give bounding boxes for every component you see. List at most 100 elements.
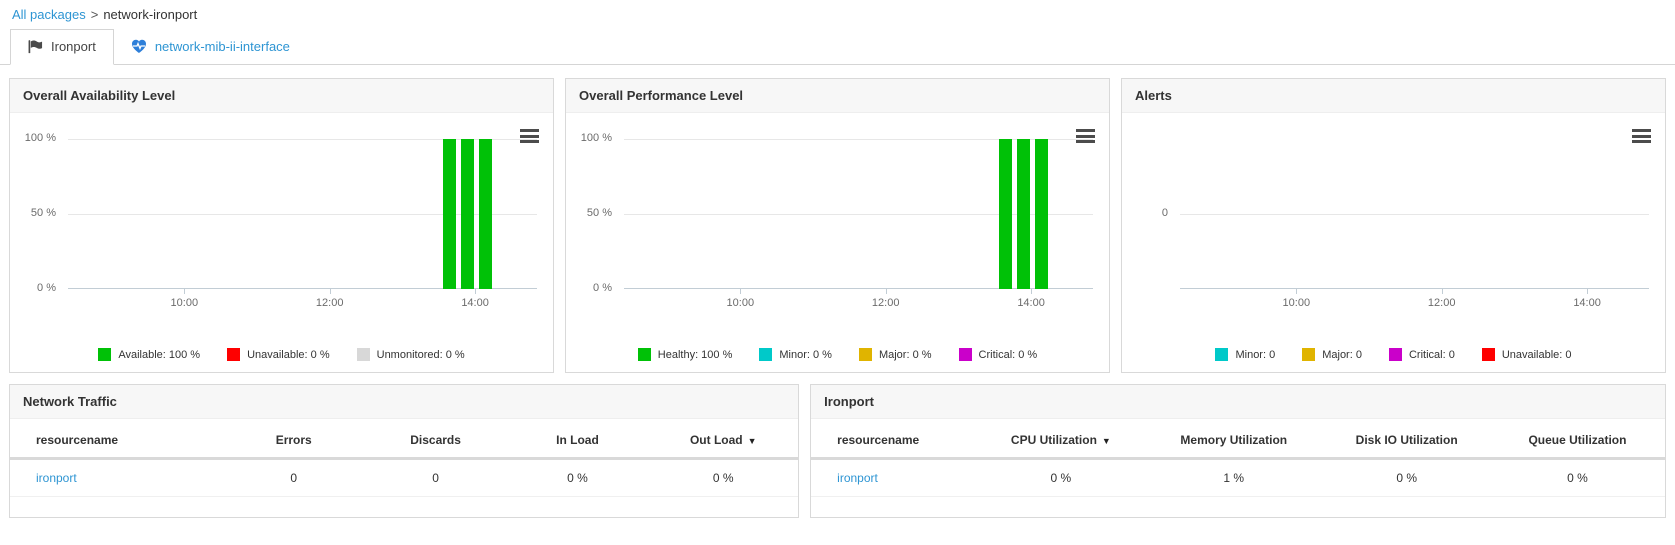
col-header-resourcename[interactable]: resourcename — [10, 419, 223, 460]
cell-cpu-utilization: 0 % — [977, 458, 1145, 497]
gridline — [68, 139, 537, 140]
x-axis-line — [624, 288, 1093, 289]
hamburger-menu-icon[interactable] — [1632, 129, 1651, 146]
x-axis-tick: 12:00 — [871, 297, 900, 309]
legend-item-critical[interactable]: Critical: 0 % — [958, 348, 1038, 361]
chart-bar — [999, 139, 1013, 289]
legend-label: Unavailable: 0 — [1501, 348, 1572, 361]
x-axis-tickmark — [1296, 289, 1298, 294]
x-axis-tickmark — [885, 289, 887, 294]
y-axis-tick: 100 % — [580, 132, 612, 144]
legend-item-healthy[interactable]: Healthy: 100 % — [637, 348, 733, 361]
y-axis-tick: 100 % — [24, 132, 56, 144]
col-header-resourcename[interactable]: resourcename — [811, 419, 978, 460]
legend-swatch — [1302, 348, 1316, 361]
hamburger-menu-icon[interactable] — [1076, 129, 1095, 146]
tab-bar: Ironport network-mib-ii-interface — [0, 28, 1675, 65]
legend-item-minor[interactable]: Minor: 0 % — [759, 348, 832, 361]
x-axis-line — [68, 288, 537, 289]
y-axis-tick: 50 % — [586, 207, 612, 219]
resource-link-ironport[interactable]: ironport — [837, 471, 878, 485]
tab-ironport-label: Ironport — [51, 39, 96, 54]
x-axis-tickmark — [1587, 289, 1589, 294]
cell-out-load: 0 % — [648, 458, 799, 497]
legend-item-unavailable[interactable]: Unavailable: 0 — [1481, 348, 1572, 361]
performance-panel-title: Overall Performance Level — [566, 79, 1109, 113]
gridline — [624, 214, 1093, 215]
tables-row: Network Traffic resourcename Errors Disc… — [9, 384, 1666, 518]
breadcrumb: All packages > network-ironport — [0, 0, 1675, 26]
cell-disk-io-utilization: 0 % — [1323, 458, 1490, 497]
legend-item-minor[interactable]: Minor: 0 — [1215, 348, 1275, 361]
breadcrumb-all-packages-link[interactable]: All packages — [12, 7, 86, 22]
legend-item-major[interactable]: Major: 0 — [1302, 348, 1362, 361]
legend-item-major[interactable]: Major: 0 % — [858, 348, 932, 361]
alerts-legend: Minor: 0 Major: 0 Critical: 0 Unavailabl… — [1122, 348, 1665, 361]
x-axis-tick: 14:00 — [1573, 297, 1601, 309]
table-header-row: resourcename CPU Utilization ▼ Memory Uti… — [811, 419, 1665, 460]
chart-bar — [479, 139, 493, 289]
legend-swatch — [1215, 348, 1229, 361]
y-axis-tick: 0 — [1161, 207, 1168, 219]
tab-interface-label: network-mib-ii-interface — [154, 39, 290, 54]
legend-item-critical[interactable]: Critical: 0 — [1388, 348, 1455, 361]
alerts-chart: 0 10:00 12:00 14:00 Minor: 0 Major: 0 — [1122, 113, 1665, 374]
chart-bar — [1035, 139, 1049, 289]
col-header-errors[interactable]: Errors — [222, 419, 365, 460]
y-axis-tick: 50 % — [30, 207, 56, 219]
col-header-in-load[interactable]: In Load — [506, 419, 649, 460]
x-axis-tickmark — [475, 289, 477, 294]
col-header-discards[interactable]: Discards — [364, 419, 507, 460]
col-header-disk-io-utilization[interactable]: Disk IO Utilization — [1323, 419, 1490, 460]
panel-overall-availability: Overall Availability Level 100 % 50 % 0 … — [9, 78, 554, 373]
flag-icon — [28, 39, 43, 54]
legend-swatch — [1388, 348, 1402, 361]
x-axis-tickmark — [740, 289, 742, 294]
col-header-cpu-utilization[interactable]: CPU Utilization ▼ — [977, 419, 1145, 460]
availability-legend: Available: 100 % Unavailable: 0 % Unmoni… — [10, 348, 553, 361]
panel-alerts: Alerts 0 10:00 12:00 14:00 Minor: 0 — [1121, 78, 1666, 373]
breadcrumb-current: network-ironport — [103, 7, 198, 22]
performance-legend: Healthy: 100 % Minor: 0 % Major: 0 % Cri… — [566, 348, 1109, 361]
panel-ironport: Ironport resourcename CPU Utilization ▼ M… — [810, 384, 1666, 518]
legend-label: Healthy: 100 % — [657, 348, 733, 361]
x-axis-tick: 12:00 — [1427, 297, 1456, 309]
cell-errors: 0 — [222, 458, 365, 497]
col-header-out-load[interactable]: Out Load ▼ — [648, 419, 799, 460]
gridline — [624, 139, 1093, 140]
legend-label: Unmonitored: 0 % — [376, 348, 465, 361]
legend-swatch — [858, 348, 872, 361]
cell-discards: 0 — [364, 458, 507, 497]
breadcrumb-separator: > — [90, 7, 99, 22]
table-header-row: resourcename Errors Discards In Load Out… — [10, 419, 799, 460]
sort-descending-icon: ▼ — [747, 436, 757, 446]
network-traffic-panel-title: Network Traffic — [10, 385, 799, 419]
tab-network-mib-ii-interface[interactable]: network-mib-ii-interface — [114, 30, 307, 64]
legend-label: Major: 0 % — [878, 348, 932, 361]
legend-label: Minor: 0 — [1235, 348, 1276, 361]
legend-item-available[interactable]: Available: 100 % — [98, 348, 200, 361]
x-axis-tick: 10:00 — [726, 297, 755, 309]
tab-ironport[interactable]: Ironport — [10, 29, 114, 65]
ironport-table: resourcename CPU Utilization ▼ Memory Uti… — [811, 419, 1665, 497]
col-header-queue-utilization[interactable]: Queue Utilization — [1489, 419, 1665, 460]
resource-link-ironport[interactable]: ironport — [36, 471, 77, 485]
x-axis-tickmark — [184, 289, 186, 294]
table-row: ironport 0 0 0 % 0 % — [10, 458, 799, 497]
chart-bar — [443, 139, 457, 289]
y-axis-tick: 0 % — [593, 282, 612, 294]
x-axis-tickmark — [329, 289, 331, 294]
legend-item-unavailable[interactable]: Unavailable: 0 % — [227, 348, 330, 361]
plot-area: 10:00 12:00 14:00 — [624, 139, 1093, 309]
network-traffic-table: resourcename Errors Discards In Load Out… — [10, 419, 799, 497]
availability-bars — [443, 139, 493, 289]
legend-swatch — [227, 348, 241, 361]
hamburger-menu-icon[interactable] — [520, 129, 539, 146]
col-header-memory-utilization[interactable]: Memory Utilization — [1144, 419, 1324, 460]
heart-pulse-icon — [131, 39, 147, 54]
legend-swatch — [958, 348, 972, 361]
legend-label: Critical: 0 % — [978, 348, 1038, 361]
legend-item-unmonitored[interactable]: Unmonitored: 0 % — [356, 348, 465, 361]
chart-bar — [461, 139, 475, 289]
y-axis-tick: 0 % — [37, 282, 56, 294]
